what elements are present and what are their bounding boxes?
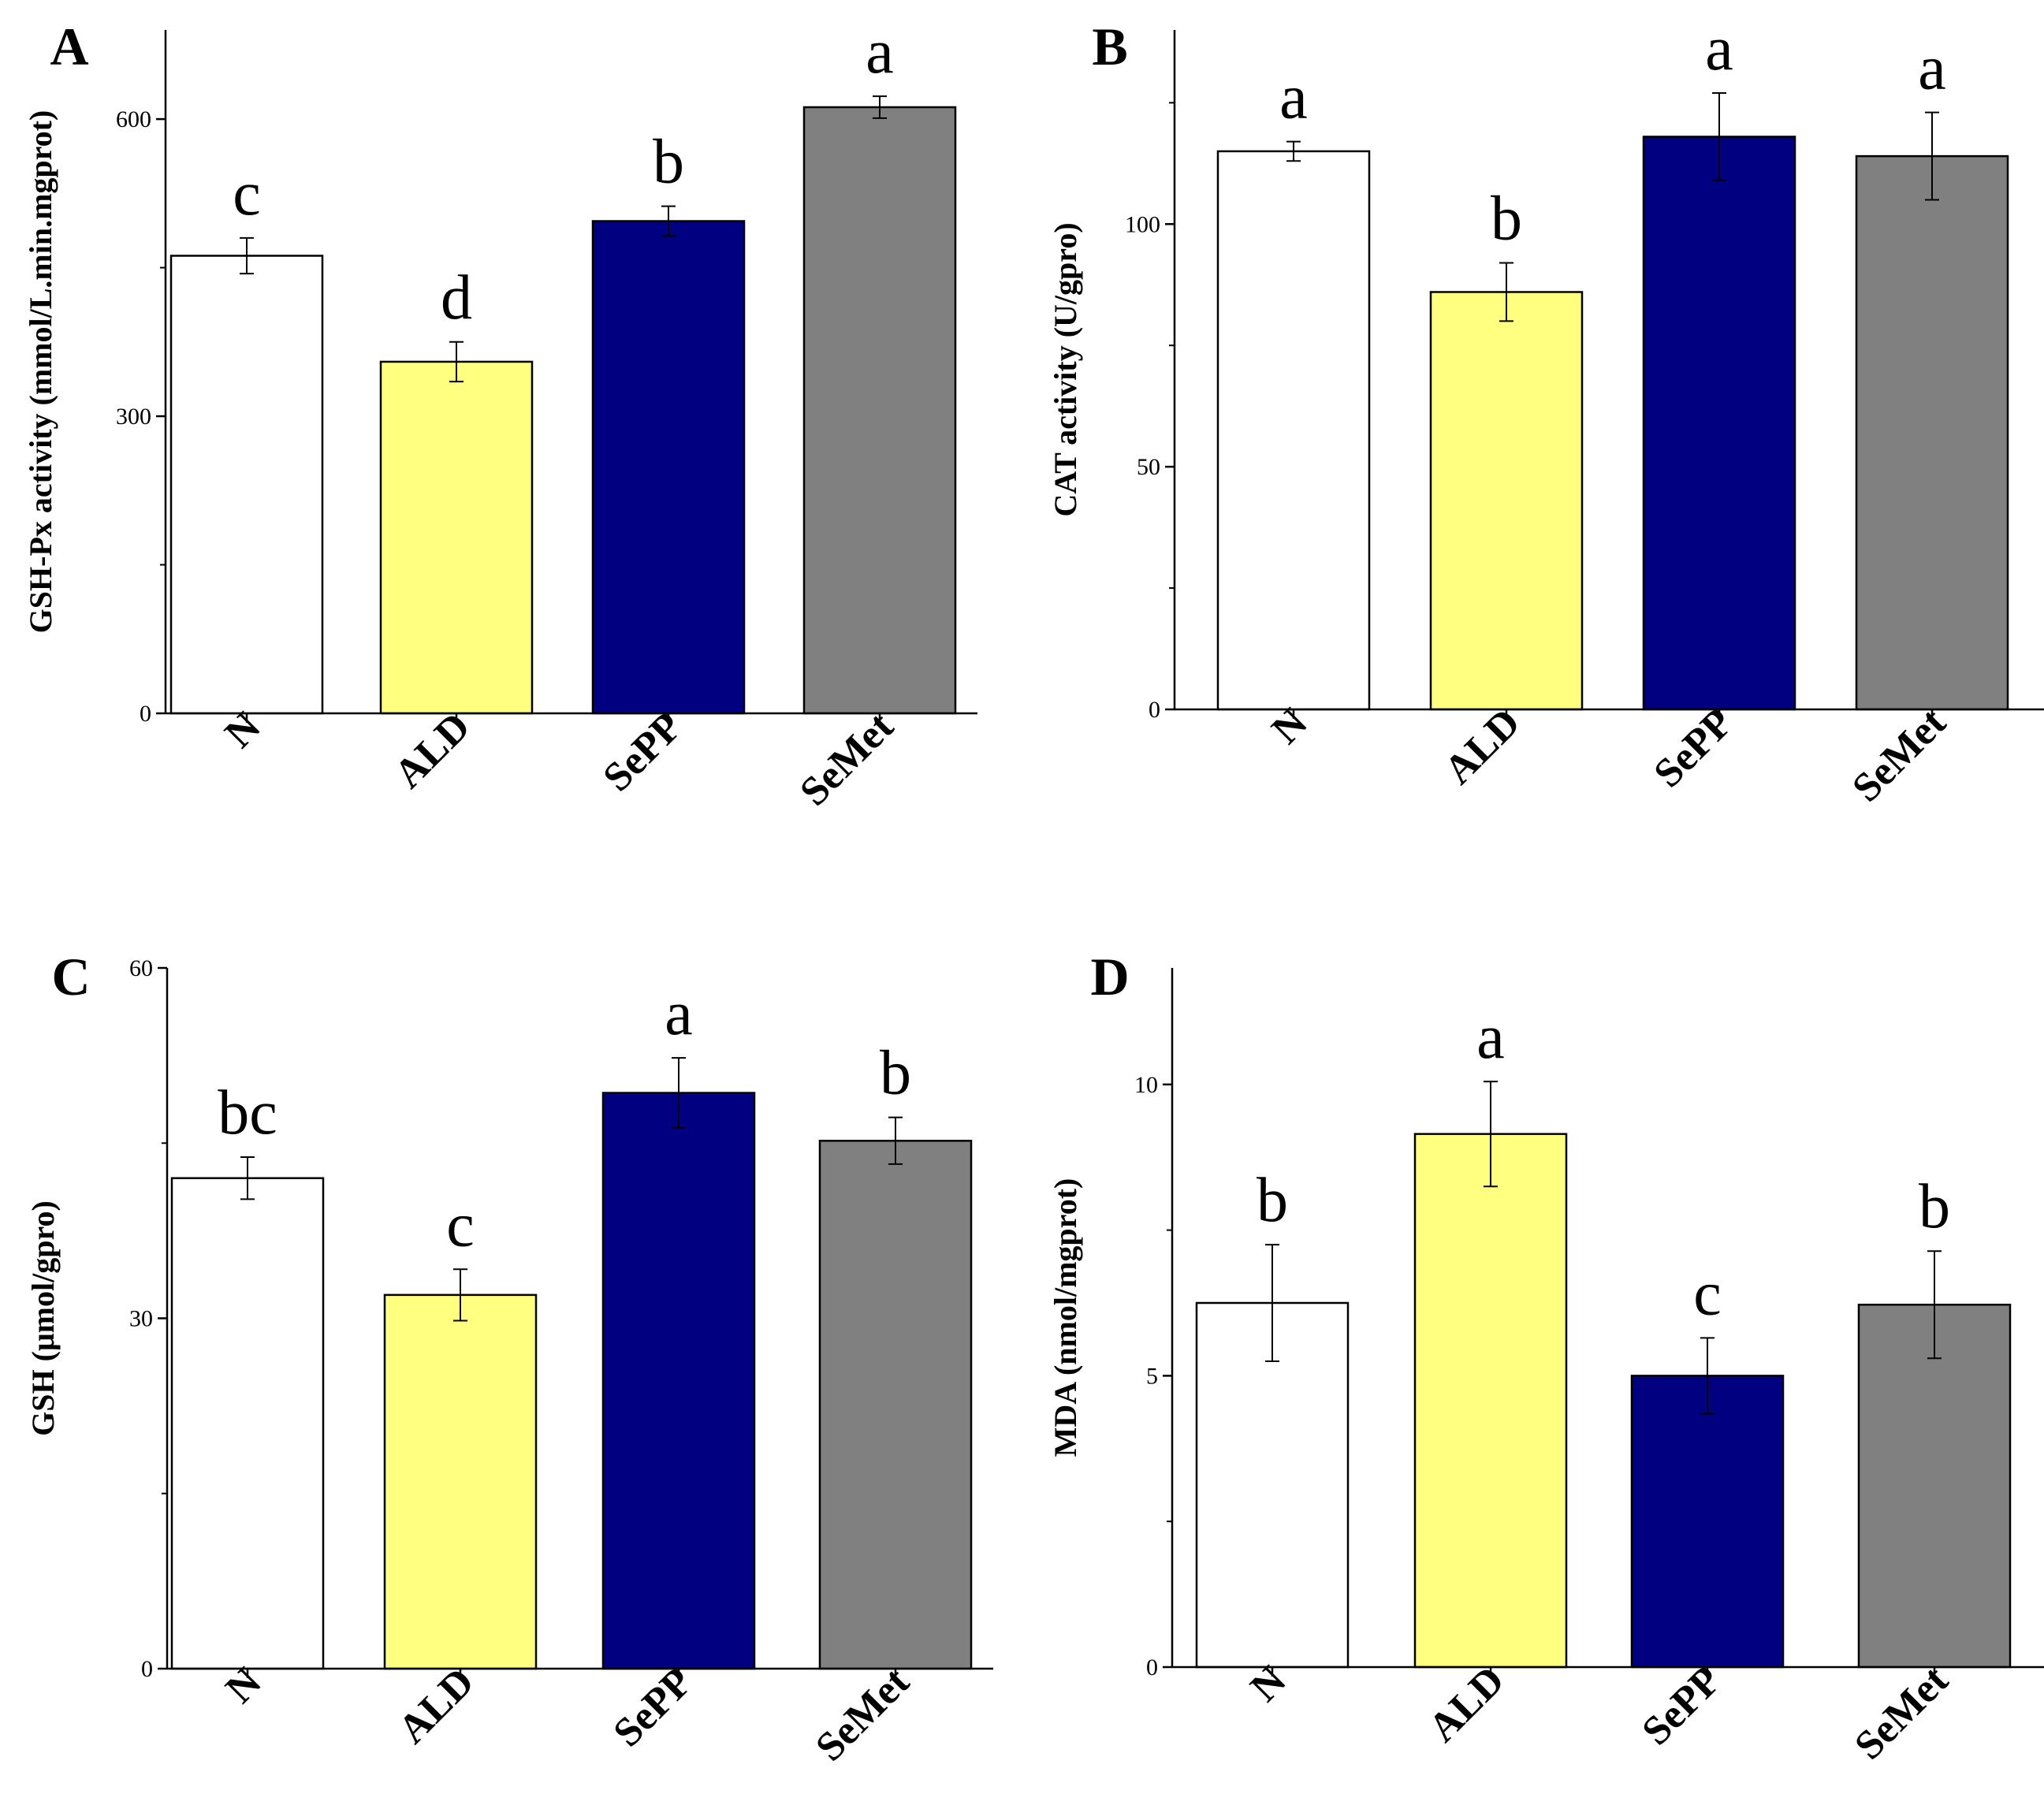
category-label-sepp: SePP <box>1645 700 1741 796</box>
bar-ald <box>379 360 534 715</box>
panel-letter-d: D <box>1090 947 1129 1007</box>
significance-label-semet: a <box>866 17 894 87</box>
panel-letter-a: A <box>50 17 88 76</box>
y-tick-label: 5 <box>1146 1363 1158 1389</box>
error-bar-sepp <box>672 1057 686 1129</box>
error-bar-n <box>240 236 254 275</box>
category-label-ald: ALD <box>1420 1658 1513 1751</box>
y-tick-label: 0 <box>141 1656 153 1682</box>
y-tick-label: 60 <box>129 955 153 981</box>
category-label-semet: SeMet <box>791 704 903 815</box>
error-bar-sepp <box>1712 92 1726 181</box>
significance-label-n: bc <box>218 1078 277 1148</box>
category-label-ald: ALD <box>1436 700 1529 793</box>
error-bar-semet <box>873 95 887 119</box>
significance-label-semet: a <box>1918 34 1946 103</box>
bar-ald <box>1413 1133 1568 1669</box>
significance-label-semet: b <box>880 1039 911 1108</box>
bar-n <box>170 1177 325 1670</box>
significance-label-sepp: b <box>653 128 684 197</box>
error-bar-semet <box>1927 1250 1942 1360</box>
bar-ald <box>383 1293 538 1670</box>
y-tick-label: 100 <box>1125 211 1160 237</box>
y-axis-label: MDA (nmol/mgprot) <box>1048 1178 1083 1457</box>
y-tick-label: 600 <box>116 106 151 132</box>
error-bar-semet <box>888 1116 903 1165</box>
error-bar-sepp <box>1700 1337 1715 1415</box>
error-bar-n <box>1286 140 1301 162</box>
bar-sepp <box>1630 1375 1785 1669</box>
significance-label-ald: c <box>446 1190 475 1260</box>
y-tick-label: 300 <box>116 404 151 430</box>
bar-semet <box>1855 154 2009 711</box>
significance-label-semet: b <box>1919 1172 1950 1241</box>
bar-ald <box>1429 291 1584 711</box>
error-bar-ald <box>1484 1081 1498 1188</box>
y-tick-label: 10 <box>1134 1072 1158 1098</box>
significance-label-n: c <box>233 159 261 229</box>
error-bar-ald <box>449 341 464 383</box>
error-bar-ald <box>453 1268 467 1322</box>
significance-label-sepp: c <box>1693 1259 1722 1328</box>
significance-label-ald: d <box>441 263 472 333</box>
category-label-ald: ALD <box>386 704 479 797</box>
y-tick-label: 0 <box>1149 697 1160 723</box>
bar-sepp <box>601 1092 756 1670</box>
category-label-sepp: SePP <box>1633 1658 1729 1754</box>
category-label-semet: SeMet <box>1844 700 1955 811</box>
bar-semet <box>1857 1303 2012 1669</box>
y-axis-label: GSH-Px activity (mmol/L.min.mgprot) <box>23 110 58 634</box>
y-tick-label: 0 <box>140 701 151 727</box>
significance-label-sepp: a <box>665 979 693 1048</box>
error-bar-n <box>240 1156 255 1200</box>
bar-n <box>1216 150 1371 711</box>
bar-n <box>1195 1301 1350 1669</box>
y-axis-label: GSH (μmol/gpro) <box>25 1200 61 1436</box>
category-label-sepp: SePP <box>594 704 691 800</box>
bar-semet <box>802 106 957 715</box>
bar-semet <box>818 1140 973 1670</box>
error-bar-sepp <box>661 205 676 237</box>
error-bar-ald <box>1499 262 1513 322</box>
significance-label-n: b <box>1257 1166 1288 1235</box>
category-label-semet: SeMet <box>1846 1658 1957 1769</box>
y-axis-label: CAT activity (U/gpro) <box>1048 222 1083 516</box>
bar-n <box>169 255 324 715</box>
significance-label-ald: a <box>1476 1003 1505 1072</box>
y-tick-label: 0 <box>1146 1654 1158 1680</box>
category-label-sepp: SePP <box>605 1659 701 1755</box>
panel-letter-b: B <box>1092 17 1127 76</box>
significance-label-ald: b <box>1491 184 1522 254</box>
y-tick-label: 50 <box>1137 454 1160 480</box>
category-label-ald: ALD <box>390 1659 483 1752</box>
bar-sepp <box>1642 136 1796 711</box>
significance-label-n: a <box>1279 63 1308 132</box>
significance-label-sepp: a <box>1705 14 1733 84</box>
error-bar-semet <box>1925 111 1939 201</box>
category-label-semet: SeMet <box>807 1659 918 1770</box>
panel-letter-c: C <box>51 947 90 1007</box>
error-bar-n <box>1265 1244 1279 1362</box>
y-tick-label: 30 <box>129 1306 153 1332</box>
bar-sepp <box>591 220 746 715</box>
